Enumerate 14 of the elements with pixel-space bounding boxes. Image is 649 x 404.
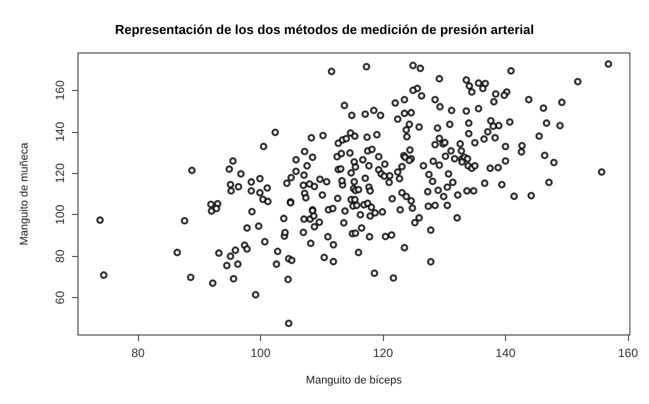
y-tick-label: 100 (53, 204, 67, 225)
x-tick-label: 160 (618, 346, 638, 360)
x-tick-label: 140 (495, 346, 516, 360)
y-tick-label: 160 (53, 80, 67, 100)
y-tick-label: 60 (53, 290, 67, 304)
chart-title: Representación de los dos métodos de medición de presión arterial (115, 22, 534, 37)
y-tick-label: 80 (53, 249, 67, 263)
x-tick-label: 100 (250, 346, 271, 360)
x-axis-title: Manguito de bíceps (306, 374, 402, 386)
y-axis-title: Manguito de muñeca (18, 142, 30, 246)
x-tick-label: 80 (131, 346, 146, 360)
y-tick-label: 140 (53, 121, 67, 142)
x-tick-label: 120 (372, 346, 394, 360)
y-tick-label: 120 (53, 162, 67, 184)
